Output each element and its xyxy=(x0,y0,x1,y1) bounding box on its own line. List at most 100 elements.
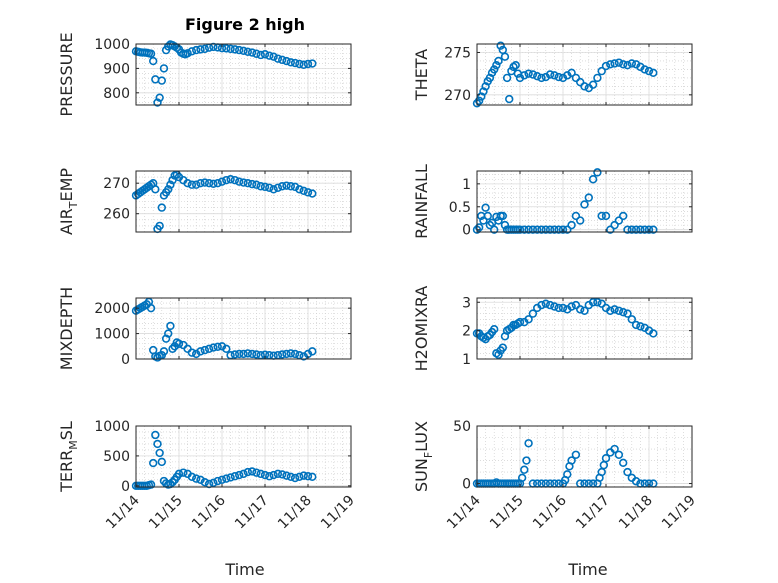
y-tick-label: 275 xyxy=(444,45,471,61)
data-point xyxy=(286,349,295,358)
axes-box xyxy=(135,297,352,360)
data-point xyxy=(481,203,490,212)
y-tick-label: 900 xyxy=(103,61,130,77)
data-point xyxy=(299,471,308,480)
data-point xyxy=(597,299,606,308)
data-point xyxy=(593,73,602,83)
data-point xyxy=(230,350,240,359)
data-point xyxy=(243,467,253,477)
data-point xyxy=(649,329,658,338)
data-point xyxy=(627,59,636,68)
data-point xyxy=(295,59,304,69)
data-point xyxy=(187,472,197,482)
data-point xyxy=(164,185,173,194)
data-point xyxy=(606,306,615,315)
data-point xyxy=(593,168,602,177)
data-point xyxy=(247,467,257,476)
data-point xyxy=(146,49,156,58)
data-point xyxy=(571,211,581,221)
data-point xyxy=(610,444,619,454)
data-point xyxy=(235,470,244,480)
data-point xyxy=(269,470,278,480)
data-point xyxy=(580,82,589,91)
data-point xyxy=(187,180,197,189)
data-point xyxy=(286,182,295,191)
axes-box xyxy=(476,170,693,233)
data-point xyxy=(520,465,529,474)
data-point xyxy=(567,68,576,78)
x-tick-label: 11/15 xyxy=(487,493,527,533)
data-point xyxy=(243,47,253,57)
data-point xyxy=(571,300,581,310)
subplot-terr: 0 500 1000 TERRMSL 11/14 11/15 11/16 11/17 11/18… xyxy=(57,419,358,532)
data-point xyxy=(230,472,240,481)
data-point xyxy=(614,58,624,67)
data-point xyxy=(282,56,291,66)
data-point xyxy=(545,70,555,79)
data-point xyxy=(588,175,598,184)
data-point xyxy=(252,350,261,359)
data-point xyxy=(558,303,568,313)
data-point xyxy=(303,59,313,69)
data-point xyxy=(520,225,529,234)
data-point xyxy=(541,299,550,308)
data-point xyxy=(597,211,606,221)
data-point xyxy=(558,225,568,234)
data-point xyxy=(256,50,265,60)
data-point xyxy=(618,458,628,468)
data-point xyxy=(610,305,619,314)
data-point xyxy=(299,60,308,69)
data-point xyxy=(226,473,235,482)
data-point xyxy=(204,179,214,188)
data-point xyxy=(524,225,533,234)
y-axis-label: RAINFALL xyxy=(412,164,431,239)
data-point xyxy=(196,45,205,54)
data-point xyxy=(618,60,628,69)
data-point xyxy=(474,223,484,232)
y-axis-label: H2OMIXRA xyxy=(412,286,431,372)
axes-box xyxy=(476,297,693,360)
data-point xyxy=(192,45,201,55)
data-point xyxy=(614,306,624,315)
data-point xyxy=(252,180,261,189)
data-point xyxy=(151,430,160,440)
data-point xyxy=(290,349,300,359)
data-point xyxy=(200,345,210,355)
data-point xyxy=(155,93,164,102)
data-point xyxy=(200,478,210,487)
data-point xyxy=(490,325,499,334)
y-tick-label: 260 xyxy=(103,207,130,223)
data-point xyxy=(239,178,248,187)
data-point xyxy=(649,68,658,78)
data-point xyxy=(485,220,495,230)
data-point xyxy=(610,220,619,230)
data-point xyxy=(303,188,313,197)
data-point xyxy=(153,98,162,107)
data-point xyxy=(295,185,304,194)
data-point xyxy=(157,457,167,467)
data-point xyxy=(308,59,317,68)
y-axis-label: SUNFLUX xyxy=(412,421,435,492)
data-point xyxy=(492,60,501,70)
data-point xyxy=(636,322,645,331)
data-point xyxy=(627,225,636,234)
data-point xyxy=(515,317,525,327)
x-tick-label: 11/19 xyxy=(659,493,699,533)
data-point xyxy=(517,473,527,482)
data-point xyxy=(610,59,619,68)
data-point xyxy=(479,87,488,96)
data-point xyxy=(528,70,538,79)
data-point xyxy=(532,71,542,81)
data-point xyxy=(226,175,235,184)
data-point xyxy=(524,439,533,448)
subplot-pressure: 800 900 1000 PRESSURE xyxy=(57,32,352,117)
data-point xyxy=(273,183,283,192)
data-point xyxy=(209,478,218,488)
data-point xyxy=(222,344,231,354)
data-point xyxy=(174,339,184,348)
data-point xyxy=(520,71,529,80)
data-point xyxy=(550,71,559,80)
subplot-sun: 0 50 SUNFLUX 11/14 11/15 11/16 11/17 11/18 11/19 xyxy=(412,419,699,532)
data-point xyxy=(161,334,171,343)
